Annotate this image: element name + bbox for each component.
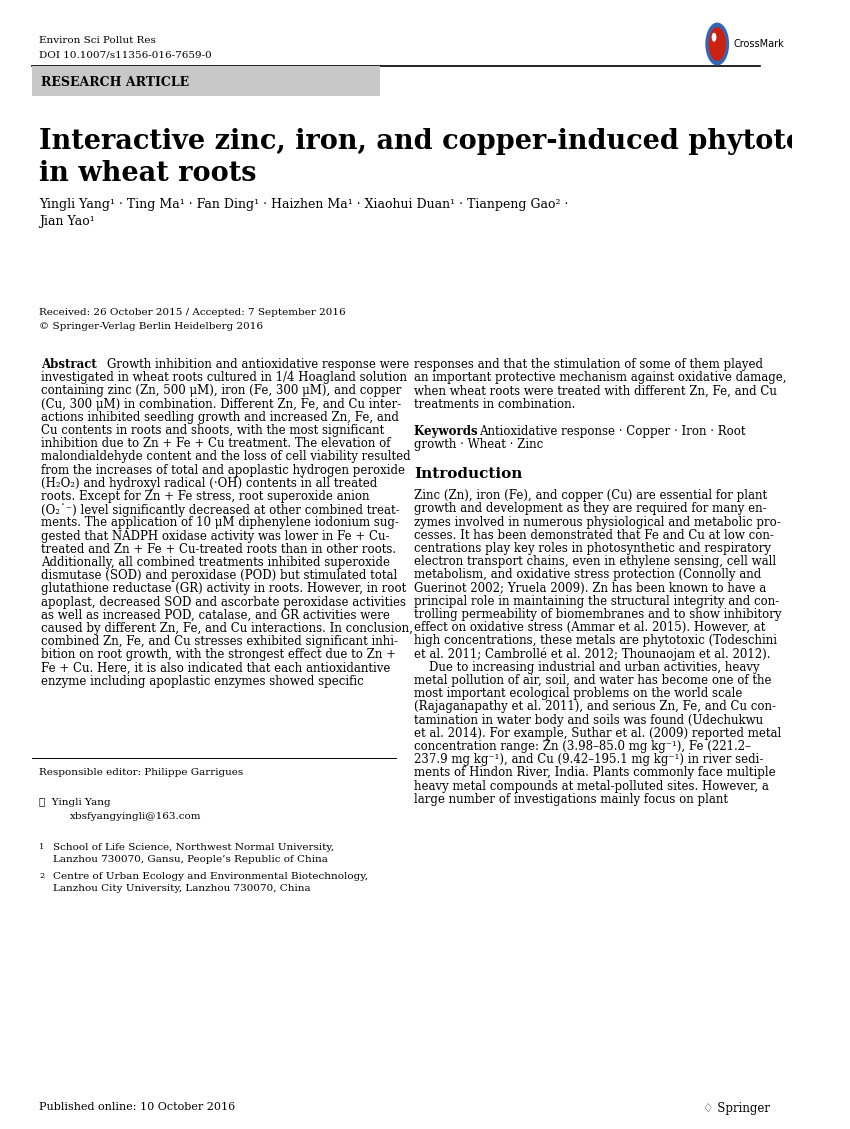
Text: combined Zn, Fe, and Cu stresses exhibited significant inhi-: combined Zn, Fe, and Cu stresses exhibit… xyxy=(41,636,398,648)
Text: metabolism, and oxidative stress protection (Connolly and: metabolism, and oxidative stress protect… xyxy=(414,568,762,581)
Text: from the increases of total and apoplastic hydrogen peroxide: from the increases of total and apoplast… xyxy=(41,464,405,476)
Text: caused by different Zn, Fe, and Cu interactions. In conclusion,: caused by different Zn, Fe, and Cu inter… xyxy=(41,622,413,634)
Text: Published online: 10 October 2016: Published online: 10 October 2016 xyxy=(39,1102,235,1112)
Text: Cu contents in roots and shoots, with the most significant: Cu contents in roots and shoots, with th… xyxy=(41,425,384,437)
Text: et al. 2014). For example, Suthar et al. (2009) reported metal: et al. 2014). For example, Suthar et al.… xyxy=(414,727,781,739)
Text: Abstract: Abstract xyxy=(41,358,105,371)
Text: (Rajaganapathy et al. 2011), and serious Zn, Fe, and Cu con-: (Rajaganapathy et al. 2011), and serious… xyxy=(414,700,776,714)
Text: growth and development as they are required for many en-: growth and development as they are requi… xyxy=(414,502,767,516)
Text: in wheat roots: in wheat roots xyxy=(39,160,257,187)
Text: (Cu, 300 μM) in combination. Different Zn, Fe, and Cu inter-: (Cu, 300 μM) in combination. Different Z… xyxy=(41,397,401,411)
Text: 1: 1 xyxy=(39,843,44,851)
Text: Growth inhibition and antioxidative response were: Growth inhibition and antioxidative resp… xyxy=(107,358,409,371)
Text: (O₂˙⁻) level significantly decreased at other combined treat-: (O₂˙⁻) level significantly decreased at … xyxy=(41,504,400,517)
Ellipse shape xyxy=(706,23,729,65)
Text: glutathione reductase (GR) activity in roots. However, in root: glutathione reductase (GR) activity in r… xyxy=(41,583,406,595)
Text: tamination in water body and soils was found (Udechukwu: tamination in water body and soils was f… xyxy=(414,714,763,727)
Text: trolling permeability of biomembranes and to show inhibitory: trolling permeability of biomembranes an… xyxy=(414,609,781,621)
Text: Jian Yao¹: Jian Yao¹ xyxy=(39,215,95,228)
Text: Received: 26 October 2015 / Accepted: 7 September 2016: Received: 26 October 2015 / Accepted: 7 … xyxy=(39,308,346,317)
Text: gested that NADPH oxidase activity was lower in Fe + Cu-: gested that NADPH oxidase activity was l… xyxy=(41,530,389,543)
Text: malondialdehyde content and the loss of cell viability resulted: malondialdehyde content and the loss of … xyxy=(41,450,411,463)
Text: ments. The application of 10 μM diphenylene iodonium sug-: ments. The application of 10 μM diphenyl… xyxy=(41,516,399,530)
Text: inhibition due to Zn + Fe + Cu treatment. The elevation of: inhibition due to Zn + Fe + Cu treatment… xyxy=(41,437,391,450)
Text: Keywords: Keywords xyxy=(414,425,486,438)
Text: Antioxidative response · Copper · Iron · Root: Antioxidative response · Copper · Iron ·… xyxy=(479,425,745,438)
Text: et al. 2011; Cambrollé et al. 2012; Thounaojam et al. 2012).: et al. 2011; Cambrollé et al. 2012; Thou… xyxy=(414,648,771,662)
Ellipse shape xyxy=(709,27,726,61)
Text: when wheat roots were treated with different Zn, Fe, and Cu: when wheat roots were treated with diffe… xyxy=(414,384,777,397)
Text: high concentrations, these metals are phytotoxic (Todeschini: high concentrations, these metals are ph… xyxy=(414,634,777,647)
Text: an important protective mechanism against oxidative damage,: an important protective mechanism agains… xyxy=(414,371,786,384)
Text: (H₂O₂) and hydroxyl radical (·OH) contents in all treated: (H₂O₂) and hydroxyl radical (·OH) conten… xyxy=(41,476,377,490)
Text: ✉  Yingli Yang: ✉ Yingli Yang xyxy=(39,798,110,807)
Text: Guerinot 2002; Yruela 2009). Zn has been known to have a: Guerinot 2002; Yruela 2009). Zn has been… xyxy=(414,581,767,595)
Ellipse shape xyxy=(711,33,717,42)
Text: Fe + Cu. Here, it is also indicated that each antioxidantive: Fe + Cu. Here, it is also indicated that… xyxy=(41,662,390,675)
Text: Interactive zinc, iron, and copper-induced phytotoxicity: Interactive zinc, iron, and copper-induc… xyxy=(39,128,850,155)
Text: Introduction: Introduction xyxy=(414,467,523,481)
Text: roots. Except for Zn + Fe stress, root superoxide anion: roots. Except for Zn + Fe stress, root s… xyxy=(41,490,370,504)
Text: bition on root growth, with the strongest effect due to Zn +: bition on root growth, with the stronges… xyxy=(41,648,396,662)
Text: growth · Wheat · Zinc: growth · Wheat · Zinc xyxy=(414,438,543,450)
Text: Responsible editor: Philippe Garrigues: Responsible editor: Philippe Garrigues xyxy=(39,768,243,777)
Text: actions inhibited seedling growth and increased Zn, Fe, and: actions inhibited seedling growth and in… xyxy=(41,411,399,423)
Text: ments of Hindon River, India. Plants commonly face multiple: ments of Hindon River, India. Plants com… xyxy=(414,767,776,779)
Text: apoplast, decreased SOD and ascorbate peroxidase activities: apoplast, decreased SOD and ascorbate pe… xyxy=(41,596,406,609)
Text: containing zinc (Zn, 500 μM), iron (Fe, 300 μM), and copper: containing zinc (Zn, 500 μM), iron (Fe, … xyxy=(41,384,401,397)
Text: Centre of Urban Ecology and Environmental Biotechnology,: Centre of Urban Ecology and Environmenta… xyxy=(53,872,368,881)
Text: investigated in wheat roots cultured in 1/4 Hoagland solution: investigated in wheat roots cultured in … xyxy=(41,371,407,384)
Text: 2: 2 xyxy=(39,872,44,879)
Text: principal role in maintaining the structural integrity and con-: principal role in maintaining the struct… xyxy=(414,595,779,607)
Text: as well as increased POD, catalase, and GR activities were: as well as increased POD, catalase, and … xyxy=(41,609,390,622)
Text: Due to increasing industrial and urban activities, heavy: Due to increasing industrial and urban a… xyxy=(414,660,760,674)
Text: xbsfyangyingli@163.com: xbsfyangyingli@163.com xyxy=(70,812,201,821)
Text: enzyme including apoplastic enzymes showed specific: enzyme including apoplastic enzymes show… xyxy=(41,675,364,688)
Text: large number of investigations mainly focus on plant: large number of investigations mainly fo… xyxy=(414,793,728,806)
Text: concentration range: Zn (3.98–85.0 mg kg⁻¹), Fe (221.2–: concentration range: Zn (3.98–85.0 mg kg… xyxy=(414,739,751,753)
Text: CrossMark: CrossMark xyxy=(733,40,784,49)
Text: responses and that the stimulation of some of them played: responses and that the stimulation of so… xyxy=(414,358,763,371)
Text: cesses. It has been demonstrated that Fe and Cu at low con-: cesses. It has been demonstrated that Fe… xyxy=(414,528,774,542)
Text: Zinc (Zn), iron (Fe), and copper (Cu) are essential for plant: Zinc (Zn), iron (Fe), and copper (Cu) ar… xyxy=(414,489,768,502)
Text: effect on oxidative stress (Ammar et al. 2015). However, at: effect on oxidative stress (Ammar et al.… xyxy=(414,621,766,634)
Text: most important ecological problems on the world scale: most important ecological problems on th… xyxy=(414,688,742,700)
Text: School of Life Science, Northwest Normal University,: School of Life Science, Northwest Normal… xyxy=(53,843,334,852)
Text: ♢ Springer: ♢ Springer xyxy=(703,1102,770,1115)
Text: © Springer-Verlag Berlin Heidelberg 2016: © Springer-Verlag Berlin Heidelberg 2016 xyxy=(39,322,264,331)
Text: 237.9 mg kg⁻¹), and Cu (9.42–195.1 mg kg⁻¹) in river sedi-: 237.9 mg kg⁻¹), and Cu (9.42–195.1 mg kg… xyxy=(414,753,763,767)
Text: Yingli Yang¹ · Ting Ma¹ · Fan Ding¹ · Haizhen Ma¹ · Xiaohui Duan¹ · Tianpeng Gao: Yingli Yang¹ · Ting Ma¹ · Fan Ding¹ · Ha… xyxy=(39,198,569,211)
Text: Additionally, all combined treatments inhibited superoxide: Additionally, all combined treatments in… xyxy=(41,555,390,569)
Text: RESEARCH ARTICLE: RESEARCH ARTICLE xyxy=(41,76,190,88)
Text: Lanzhou 730070, Gansu, People’s Republic of China: Lanzhou 730070, Gansu, People’s Republic… xyxy=(53,855,328,864)
Text: dismutase (SOD) and peroxidase (POD) but stimulated total: dismutase (SOD) and peroxidase (POD) but… xyxy=(41,569,398,583)
Text: metal pollution of air, soil, and water has become one of the: metal pollution of air, soil, and water … xyxy=(414,674,772,688)
Text: DOI 10.1007/s11356-016-7659-0: DOI 10.1007/s11356-016-7659-0 xyxy=(39,50,212,59)
Text: electron transport chains, even in ethylene sensing, cell wall: electron transport chains, even in ethyl… xyxy=(414,555,776,568)
Text: centrations play key roles in photosynthetic and respiratory: centrations play key roles in photosynth… xyxy=(414,542,771,555)
Text: Environ Sci Pollut Res: Environ Sci Pollut Res xyxy=(39,36,156,45)
Text: Lanzhou City University, Lanzhou 730070, China: Lanzhou City University, Lanzhou 730070,… xyxy=(53,884,311,893)
Text: treatments in combination.: treatments in combination. xyxy=(414,397,575,411)
Text: treated and Zn + Fe + Cu-treated roots than in other roots.: treated and Zn + Fe + Cu-treated roots t… xyxy=(41,543,396,555)
Text: heavy metal compounds at metal-polluted sites. However, a: heavy metal compounds at metal-polluted … xyxy=(414,780,769,793)
Text: zymes involved in numerous physiological and metabolic pro-: zymes involved in numerous physiological… xyxy=(414,516,781,528)
FancyBboxPatch shape xyxy=(31,65,380,96)
